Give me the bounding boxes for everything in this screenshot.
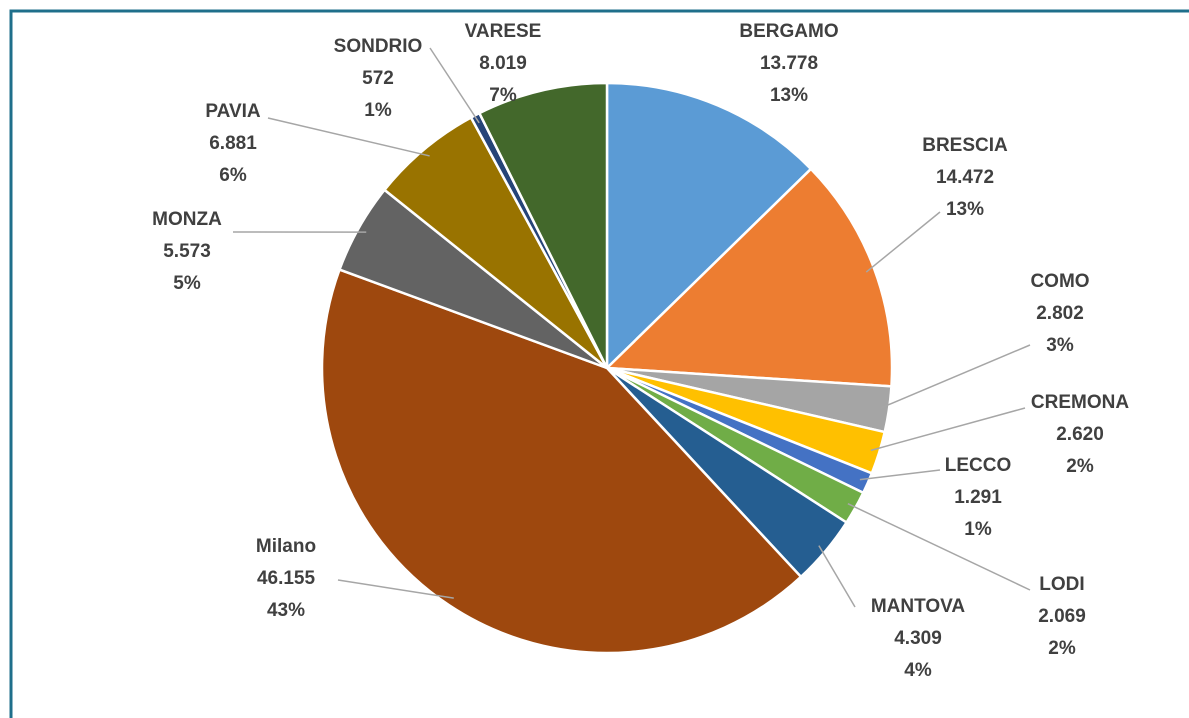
category-label: Milano [256,536,316,557]
value-label: 46.155 [257,568,316,589]
leader-line [847,503,1031,591]
pie-slice [604,167,894,388]
value-label: 6.881 [209,133,257,154]
category-label: VARESE [465,21,542,42]
category-label: LODI [1039,574,1084,595]
value-label: 4.309 [894,628,942,649]
leader-line [880,344,1031,409]
value-label: 5.573 [163,241,211,262]
value-label: 13.778 [760,53,818,74]
percent-label: 5% [173,273,201,294]
leader-line [859,469,941,481]
value-label: 2.069 [1038,606,1086,627]
percent-label: 6% [219,165,247,186]
percent-label: 1% [964,519,992,540]
leader-line [865,211,941,273]
leader-line [337,579,454,599]
leader-line [267,117,430,157]
value-label: 2.802 [1036,303,1084,324]
leader-line [870,407,1026,452]
pie-slice [477,81,609,369]
percent-label: 13% [946,199,984,220]
value-label: 8.019 [479,53,527,74]
percent-label: 13% [770,85,808,106]
category-label: BERGAMO [739,21,838,42]
category-label: COMO [1030,271,1089,292]
category-label: SONDRIO [334,36,423,57]
percent-label: 1% [364,100,392,121]
percent-label: 2% [1066,456,1094,477]
value-label: 14.472 [936,167,994,188]
category-label: BRESCIA [922,135,1008,156]
percent-label: 7% [489,85,517,106]
percent-label: 3% [1046,335,1074,356]
percent-label: 4% [904,660,932,681]
pie-slice [320,267,803,655]
leader-line [818,545,856,608]
value-label: 2.620 [1056,424,1104,445]
category-label: PAVIA [205,101,261,122]
percent-label: 43% [267,600,305,621]
category-label: CREMONA [1031,392,1129,413]
value-label: 1.291 [954,487,1002,508]
leader-line [429,47,480,124]
category-label: LECCO [945,455,1012,476]
value-label: 572 [362,68,394,89]
pie-slice [382,115,609,369]
category-label: MANTOVA [871,596,966,617]
category-label: MONZA [152,209,222,230]
pie-slice [605,81,813,371]
percent-label: 2% [1048,638,1076,659]
